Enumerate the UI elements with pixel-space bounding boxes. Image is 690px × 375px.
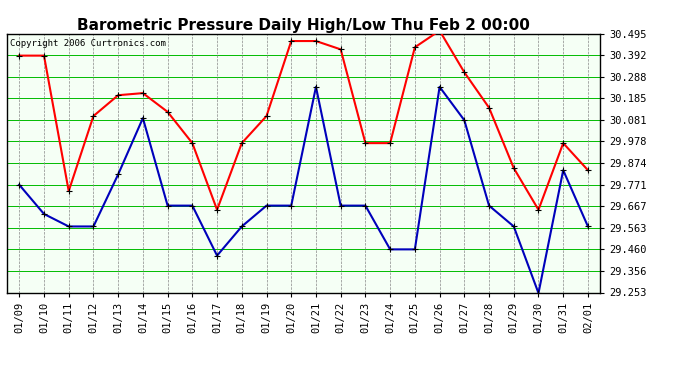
Text: Copyright 2006 Curtronics.com: Copyright 2006 Curtronics.com: [10, 39, 166, 48]
Title: Barometric Pressure Daily High/Low Thu Feb 2 00:00: Barometric Pressure Daily High/Low Thu F…: [77, 18, 530, 33]
